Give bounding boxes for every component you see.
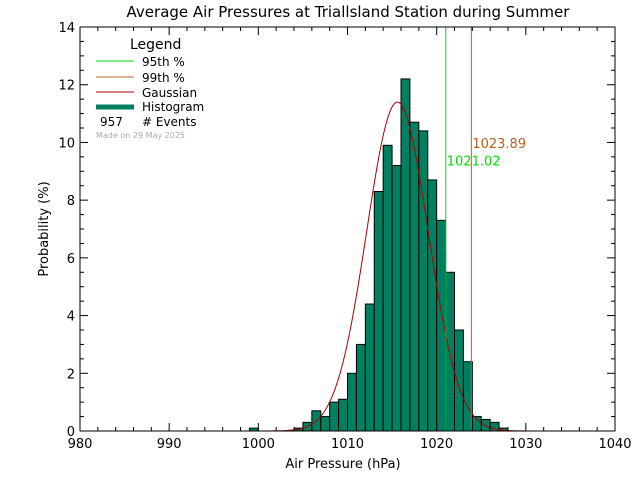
x-tick-label-6: 1040 (598, 437, 631, 452)
x-tick-label-2: 1000 (242, 437, 275, 452)
histogram-bar-16 (427, 179, 438, 432)
histogram-bar-14 (409, 121, 420, 432)
histogram-bar-13 (400, 78, 411, 432)
x-tick-label-0: 980 (68, 437, 93, 452)
chart-title: Average Air Pressures at Triallsland Sta… (127, 3, 571, 21)
legend-events-count: 957 (100, 115, 123, 129)
y-tick-label-6: 12 (58, 79, 75, 94)
y-tick-label-3: 6 (67, 252, 75, 267)
histogram-bar-18 (445, 271, 456, 432)
histogram-bar-19 (454, 329, 464, 432)
histogram-bar-6 (338, 398, 349, 432)
histogram-bar-5 (329, 401, 340, 432)
y-tick-label-1: 2 (67, 367, 75, 382)
x-axis-label: Air Pressure (hPa) (285, 457, 400, 472)
legend-label-p95: 95th % (142, 55, 185, 69)
histogram-bar-15 (418, 130, 429, 432)
legend: Legend 95th % 99th % Gaussian Histogram … (96, 37, 204, 140)
legend-label-histogram: Histogram (142, 100, 204, 114)
histogram-bar-4 (320, 416, 331, 432)
histogram-bar-7 (347, 372, 357, 432)
x-tick-label-4: 1020 (420, 437, 453, 452)
histogram-bar-9 (364, 303, 375, 432)
y-axis-label: Probability (%) (37, 181, 52, 276)
legend-label-gaussian: Gaussian (142, 86, 197, 100)
histogram-bar-10 (373, 190, 384, 432)
histogram-bar-11 (382, 144, 393, 432)
histogram-bar-12 (391, 165, 402, 432)
y-tick-label-0: 0 (67, 425, 75, 440)
y-tick-label-5: 10 (58, 136, 75, 151)
x-tick-label-3: 1010 (331, 437, 364, 452)
made-on-note: Made on 29 May 2025 (96, 131, 185, 140)
histogram-bar-8 (355, 343, 366, 432)
percentile-label-p95: 1021.02 (447, 155, 501, 170)
y-tick-label-7: 14 (58, 21, 75, 36)
y-tick-label-4: 8 (67, 194, 75, 209)
legend-label-p99: 99th % (142, 71, 185, 85)
percentile-label-p99: 1023.89 (472, 137, 526, 152)
legend-events-label: # Events (142, 115, 197, 129)
x-tick-label-1: 990 (157, 437, 182, 452)
x-tick-label-5: 1030 (509, 437, 542, 452)
legend-title: Legend (130, 37, 181, 53)
y-tick-label-2: 4 (67, 310, 75, 325)
